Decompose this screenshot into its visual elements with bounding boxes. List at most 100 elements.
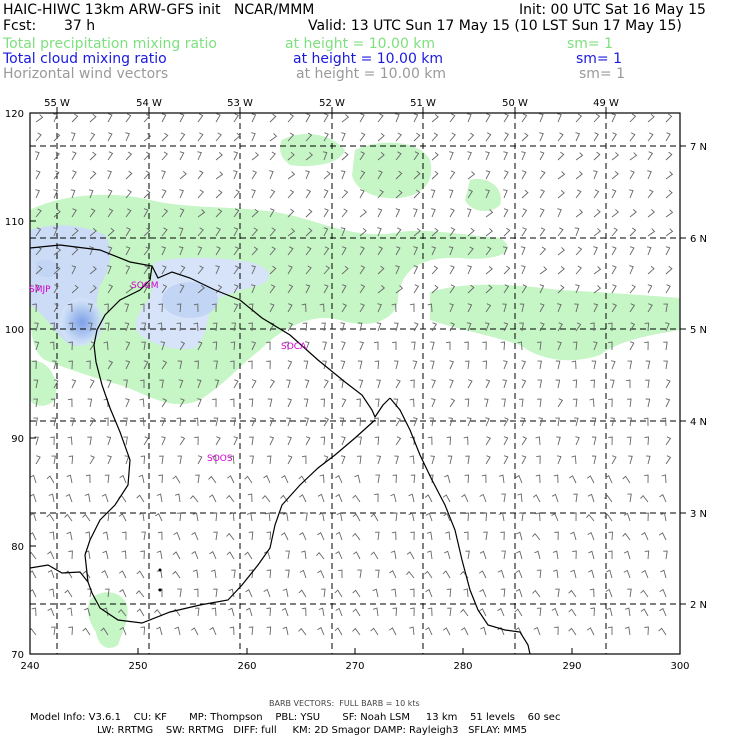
wind-barb: [251, 132, 256, 142]
wind-barb: [556, 455, 562, 465]
wind-barb: [627, 588, 632, 598]
wind-barb: [341, 114, 350, 123]
wind-barb: [89, 455, 95, 465]
wind-barb: [249, 436, 254, 446]
wind-barb: [629, 227, 637, 237]
wind-barb: [449, 360, 455, 370]
wind-barb: [591, 417, 597, 427]
wind-barb: [627, 493, 632, 503]
wind-barb: [245, 589, 253, 598]
wind-barb: [251, 341, 257, 351]
wind-barb: [197, 209, 206, 218]
wind-barb: [408, 493, 415, 503]
wind-barb: [357, 569, 362, 579]
wind-barb: [376, 322, 382, 332]
wind-barb: [229, 455, 235, 465]
wind-barb: [629, 322, 636, 332]
wind-barb: [551, 512, 559, 522]
wind-barb: [611, 455, 617, 465]
wind-barb: [449, 227, 456, 237]
wind-barb: [215, 246, 221, 256]
wind-barb: [305, 227, 313, 237]
wind-barb: [519, 512, 524, 522]
wind-barb: [143, 246, 150, 256]
wind-barb: [263, 588, 271, 598]
wind-barb: [425, 588, 433, 598]
wind-barb: [465, 455, 470, 465]
wind-barb: [606, 607, 613, 617]
wind-barb: [593, 246, 598, 256]
wind-barb: [269, 379, 275, 389]
wind-barb: [359, 227, 367, 237]
wind-barb: [449, 265, 455, 275]
wind-barb: [119, 589, 127, 598]
wind-barb: [465, 550, 470, 560]
wind-barb: [341, 303, 347, 313]
wind-barb: [575, 436, 580, 446]
wind-barb: [608, 550, 613, 560]
wind-barb: [431, 208, 436, 218]
wind-barb: [71, 246, 79, 256]
x-tick-label: 270: [345, 661, 364, 672]
wind-barb: [230, 341, 236, 351]
wind-barb: [51, 626, 56, 636]
wind-barb: [85, 474, 91, 484]
wind-barb: [410, 436, 415, 446]
wind-barb: [335, 493, 343, 503]
wind-barb: [467, 189, 473, 199]
wind-barb: [287, 189, 295, 199]
wind-barb: [287, 284, 294, 294]
wind-barb: [374, 531, 380, 541]
wind-barb: [644, 436, 649, 446]
wind-barb: [586, 513, 595, 522]
wind-barb: [395, 436, 402, 446]
wind-barb: [125, 189, 132, 199]
wind-barb: [143, 208, 149, 218]
wind-barb: [248, 569, 254, 579]
wind-barb: [352, 589, 361, 598]
wind-barb: [431, 113, 439, 123]
wind-barb: [247, 493, 253, 503]
wind-barb: [161, 246, 167, 256]
wind-barb: [334, 627, 343, 636]
wind-barb: [197, 189, 204, 199]
wind-barb: [608, 436, 613, 446]
wind-barb: [359, 170, 366, 180]
wind-barb: [485, 455, 491, 465]
wind-barb: [659, 588, 667, 598]
wind-barb: [629, 132, 636, 142]
wind-barb: [409, 455, 415, 465]
wind-barb: [568, 627, 577, 636]
wind-barb: [35, 170, 41, 180]
wind-barb: [304, 341, 310, 351]
wind-barb: [629, 265, 634, 275]
wind-barb: [49, 588, 55, 598]
wind-barb: [266, 455, 272, 465]
wind-barb: [197, 170, 204, 180]
wind-barb: [448, 246, 454, 256]
wind-barb: [70, 189, 76, 199]
wind-barb: [485, 436, 491, 446]
wind-barb: [88, 189, 94, 199]
wind-barb: [104, 417, 109, 427]
wind-barb: [593, 113, 601, 123]
wind-barb: [555, 379, 561, 389]
lat-label: 2 N: [690, 600, 707, 611]
wind-barb: [624, 626, 631, 636]
wind-barb: [135, 590, 145, 598]
wind-barb: [377, 285, 386, 294]
wind-barb: [665, 284, 671, 294]
wind-barb: [424, 570, 433, 579]
wind-barb: [31, 607, 37, 617]
wind-barb: [659, 607, 667, 617]
wind-barb: [555, 588, 560, 598]
wind-barb: [89, 417, 96, 427]
wind-barb: [644, 626, 649, 636]
field-precip-height: at height = 10.00 km: [285, 36, 436, 52]
wind-barb: [478, 570, 487, 579]
wind-barb: [412, 360, 418, 370]
wind-barb: [557, 208, 562, 218]
wind-barb: [53, 189, 59, 199]
wind-barb: [53, 170, 60, 180]
wind-barb: [140, 379, 145, 388]
